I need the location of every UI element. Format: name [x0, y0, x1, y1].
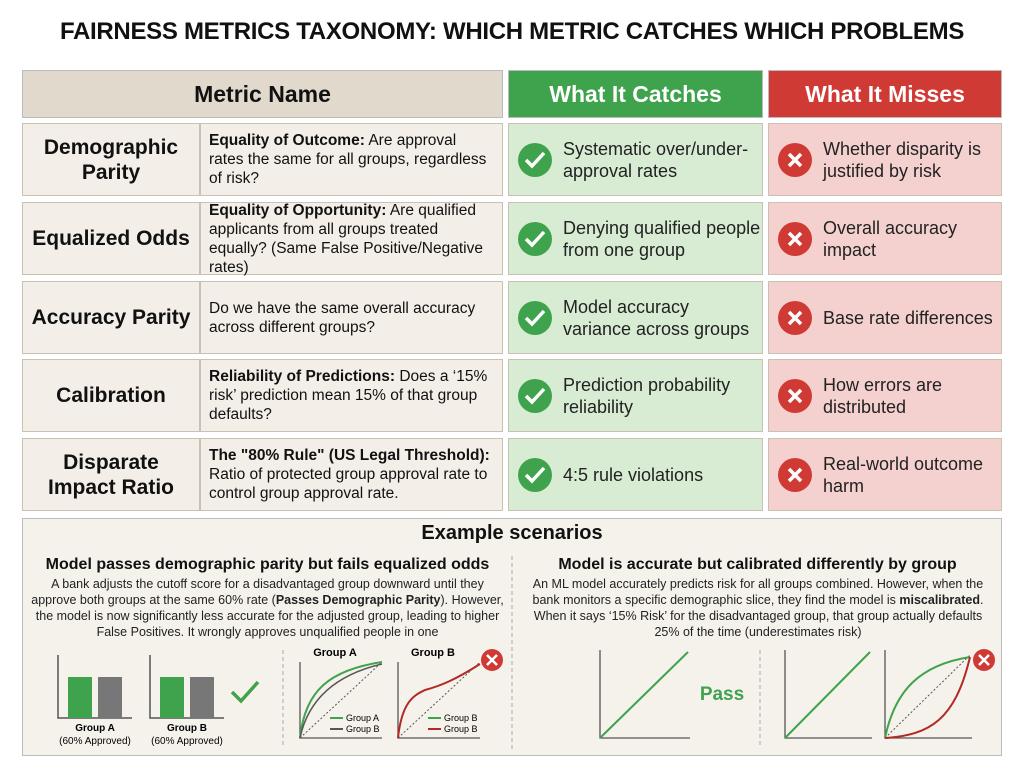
check-icon — [518, 221, 552, 256]
cross-icon — [778, 142, 812, 177]
metric-name: Calibration — [22, 359, 200, 432]
description-body: Are approval rates the same for all grou… — [209, 132, 487, 187]
page-title: FAIRNESS METRICS TAXONOMY: WHICH METRIC … — [59, 18, 965, 45]
description-body: Does a ‘15% risk’ prediction mean 15% of… — [209, 368, 488, 423]
description-text: Do we have the same overall accuracy acr… — [209, 299, 494, 337]
metric-description: Equality of Outcome: Are approval rates … — [200, 123, 503, 196]
description-text: Equality of Outcome: Are approval rates … — [209, 131, 494, 188]
metric-description: Do we have the same overall accuracy acr… — [200, 281, 503, 354]
catches-cell: Denying qualified people from one group — [508, 202, 763, 275]
misses-cell: Real-world outcome harm — [768, 438, 1002, 511]
catches-text: Prediction probability reliability — [563, 374, 731, 417]
body-text: . When it says ‘15% Risk’ for the disadv… — [533, 593, 984, 639]
body-text: A bank adjusts the cutoff score for a di… — [31, 577, 484, 607]
metric-description: Reliability of Predictions: Does a ‘15% … — [200, 359, 503, 432]
catches-cell: Systematic over/under-approval rates — [508, 123, 763, 196]
catches-text: Systematic over/under-approval rates — [563, 138, 749, 181]
description-text: The "80% Rule" (US Legal Threshold): Rat… — [209, 446, 494, 503]
cross-icon — [778, 378, 812, 413]
body-text: ). However, the model is now significant… — [35, 593, 504, 639]
description-lead: The "80% Rule" (US Legal Threshold): — [209, 447, 490, 464]
catches-text: Model accuracy variance across groups — [563, 296, 750, 339]
misses-cell: How errors are distributed — [768, 359, 1002, 432]
cross-icon — [778, 221, 812, 256]
description-lead: Equality of Opportunity: — [209, 201, 387, 219]
header-catches: What It Catches — [508, 70, 763, 118]
panel-heading: Model passes demographic parity but fail… — [45, 556, 490, 573]
examples-title: Example scenarios — [421, 522, 603, 544]
catches-cell: 4:5 rule violations — [508, 438, 763, 511]
catches-text: Denying qualified people from one group — [563, 217, 761, 260]
misses-cell: Whether disparity is justified by risk — [768, 123, 1002, 196]
panel-body: A bank adjusts the cutoff score for a di… — [30, 576, 505, 642]
misses-text: Real-world outcome harm — [823, 453, 984, 496]
description-body: Ratio of protected group approval rate t… — [209, 466, 488, 502]
metric-name: Disparate Impact Ratio — [22, 438, 200, 511]
metric-name: Accuracy Parity — [22, 281, 200, 354]
misses-cell: Overall accuracy impact — [768, 202, 1002, 275]
panel-heading: Model is accurate but calibrated differe… — [558, 556, 957, 573]
metric-description: The "80% Rule" (US Legal Threshold): Rat… — [200, 438, 503, 511]
catches-cell: Prediction probability reliability — [508, 359, 763, 432]
description-text: Equality of Opportunity: Are qualified a… — [209, 201, 494, 277]
misses-cell: Base rate differences — [768, 281, 1002, 354]
cross-icon — [778, 457, 812, 492]
misses-text: Base rate differences — [823, 307, 993, 328]
misses-text: Overall accuracy impact — [823, 217, 958, 260]
check-icon — [518, 457, 552, 492]
metric-name: Demographic Parity — [22, 123, 200, 196]
catches-text: 4:5 rule violations — [563, 464, 704, 485]
metric-name: Equalized Odds — [22, 202, 200, 275]
catches-cell: Model accuracy variance across groups — [508, 281, 763, 354]
description-body: Are qualified applicants from all groups… — [209, 201, 483, 276]
description-text: Reliability of Predictions: Does a ‘15% … — [209, 367, 494, 424]
description-lead: Equality of Outcome: — [209, 132, 365, 149]
description-lead: Reliability of Predictions: — [209, 368, 396, 385]
body-bold: miscalibrated — [899, 593, 980, 607]
panel-body: An ML model accurately predicts risk for… — [522, 576, 994, 642]
misses-text: How errors are distributed — [823, 374, 943, 417]
header-metric: Metric Name — [22, 70, 503, 118]
check-icon — [518, 300, 552, 335]
check-icon — [518, 142, 552, 177]
description-body: Do we have the same overall accuracy acr… — [209, 299, 476, 336]
cross-icon — [778, 300, 812, 335]
body-text: An ML model accurately predicts risk for… — [532, 577, 984, 607]
metric-description: Equality of Opportunity: Are qualified a… — [200, 201, 503, 277]
header-misses: What It Misses — [768, 70, 1002, 118]
body-bold: Passes Demographic Parity — [275, 593, 441, 607]
check-icon — [518, 378, 552, 413]
misses-text: Whether disparity is justified by risk — [823, 138, 982, 181]
